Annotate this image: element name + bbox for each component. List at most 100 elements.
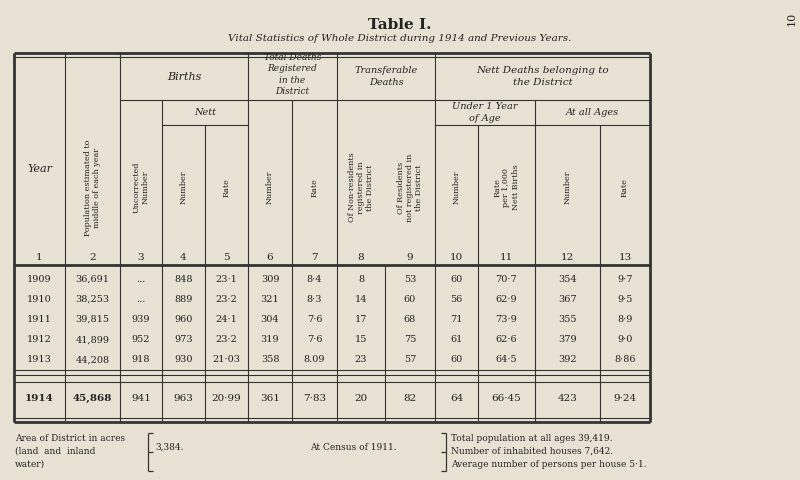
Text: At Census of 1911.: At Census of 1911. (310, 443, 397, 452)
Text: 3: 3 (138, 253, 144, 262)
Text: 17: 17 (354, 315, 367, 324)
Text: 1913: 1913 (27, 355, 52, 364)
Text: Of Non-residents
registered in
the District: Of Non-residents registered in the Distr… (348, 153, 374, 222)
Text: 848: 848 (174, 275, 193, 284)
Text: 5: 5 (223, 253, 230, 262)
Text: 358: 358 (261, 355, 279, 364)
Text: 930: 930 (174, 355, 193, 364)
Text: 24·1: 24·1 (215, 315, 238, 324)
Text: ...: ... (136, 275, 146, 284)
Text: 309: 309 (261, 275, 279, 284)
Text: 60: 60 (404, 295, 416, 304)
Text: 367: 367 (558, 295, 577, 304)
Text: 36,691: 36,691 (75, 275, 110, 284)
Text: 45,868: 45,868 (73, 394, 112, 403)
Text: 10: 10 (450, 253, 463, 262)
Text: 6: 6 (266, 253, 274, 262)
Text: 321: 321 (261, 295, 279, 304)
Text: 61: 61 (450, 335, 462, 344)
Text: 20: 20 (354, 394, 368, 403)
Text: 23·2: 23·2 (215, 335, 238, 344)
Text: 973: 973 (174, 335, 193, 344)
Text: 361: 361 (260, 394, 280, 403)
Text: 9: 9 (406, 253, 414, 262)
Text: 68: 68 (404, 315, 416, 324)
Text: 423: 423 (558, 394, 578, 403)
Text: 1914: 1914 (25, 394, 54, 403)
Text: Of Residents
not registered in
the District: Of Residents not registered in the Distr… (397, 153, 423, 222)
Text: Table I.: Table I. (368, 18, 432, 32)
Text: 39,815: 39,815 (75, 315, 110, 324)
Text: 12: 12 (561, 253, 574, 262)
Text: 41,899: 41,899 (75, 335, 110, 344)
Text: Rate
per 1,000
Nett Births: Rate per 1,000 Nett Births (494, 165, 520, 210)
Text: 8·4: 8·4 (306, 275, 322, 284)
Text: 379: 379 (558, 335, 577, 344)
Text: 14: 14 (354, 295, 367, 304)
Text: 963: 963 (174, 394, 194, 403)
Text: Area of District in acres: Area of District in acres (15, 434, 125, 443)
Text: 9·24: 9·24 (614, 394, 637, 403)
Text: 319: 319 (261, 335, 279, 344)
Text: Rate: Rate (222, 178, 230, 197)
Text: 1909: 1909 (27, 275, 52, 284)
Text: Rate: Rate (621, 178, 629, 197)
Text: 7·6: 7·6 (306, 335, 322, 344)
Text: 60: 60 (450, 355, 462, 364)
Text: Number: Number (266, 171, 274, 204)
Text: 82: 82 (403, 394, 417, 403)
Text: Year: Year (27, 164, 52, 174)
Text: 8·9: 8·9 (618, 315, 633, 324)
Text: 952: 952 (132, 335, 150, 344)
Text: Uncorrected
Number: Uncorrected Number (133, 162, 150, 213)
Text: 23: 23 (354, 355, 367, 364)
Text: 10: 10 (787, 12, 797, 26)
Text: 918: 918 (132, 355, 150, 364)
Text: 1912: 1912 (27, 335, 52, 344)
Text: 939: 939 (132, 315, 150, 324)
Text: 8.09: 8.09 (304, 355, 326, 364)
Text: 1: 1 (36, 253, 43, 262)
Text: 9·5: 9·5 (618, 295, 633, 304)
Text: ...: ... (136, 295, 146, 304)
Text: 64: 64 (450, 394, 463, 403)
Text: 21·03: 21·03 (213, 355, 241, 364)
Text: Average number of persons per house 5·1.: Average number of persons per house 5·1. (451, 460, 646, 469)
Text: 13: 13 (618, 253, 632, 262)
Text: 75: 75 (404, 335, 416, 344)
Text: Births: Births (167, 72, 201, 82)
Text: Number of inhabited houses 7,642.: Number of inhabited houses 7,642. (451, 447, 613, 456)
Text: 7·6: 7·6 (306, 315, 322, 324)
Text: 392: 392 (558, 355, 577, 364)
Text: (land  and  inland: (land and inland (15, 447, 95, 456)
Text: 20·99: 20·99 (212, 394, 242, 403)
Text: 38,253: 38,253 (75, 295, 110, 304)
Text: Under 1 Year
of Age: Under 1 Year of Age (452, 102, 518, 122)
Text: 11: 11 (500, 253, 513, 262)
Text: 889: 889 (174, 295, 193, 304)
Text: 23·1: 23·1 (215, 275, 238, 284)
Text: 66·45: 66·45 (492, 394, 522, 403)
Text: 960: 960 (174, 315, 193, 324)
Text: 53: 53 (404, 275, 416, 284)
Text: 64·5: 64·5 (496, 355, 518, 364)
Text: 941: 941 (131, 394, 151, 403)
Text: 1910: 1910 (27, 295, 52, 304)
Text: 70·7: 70·7 (496, 275, 518, 284)
Text: Transferable
Deaths: Transferable Deaths (354, 66, 418, 86)
Text: 62·9: 62·9 (496, 295, 518, 304)
Text: Number: Number (563, 171, 571, 204)
Text: water): water) (15, 460, 45, 469)
Text: 15: 15 (355, 335, 367, 344)
Text: 73·9: 73·9 (496, 315, 518, 324)
Text: 71: 71 (450, 315, 462, 324)
Text: 4: 4 (180, 253, 187, 262)
Text: Vital Statistics of Whole District during 1914 and Previous Years.: Vital Statistics of Whole District durin… (228, 34, 572, 43)
Text: 8: 8 (358, 253, 364, 262)
Text: 2: 2 (89, 253, 96, 262)
Text: 355: 355 (558, 315, 577, 324)
Text: Number: Number (179, 171, 187, 204)
Text: 304: 304 (261, 315, 279, 324)
Text: Population estimated to
middle of each year: Population estimated to middle of each y… (84, 139, 101, 236)
Text: 7·83: 7·83 (303, 394, 326, 403)
